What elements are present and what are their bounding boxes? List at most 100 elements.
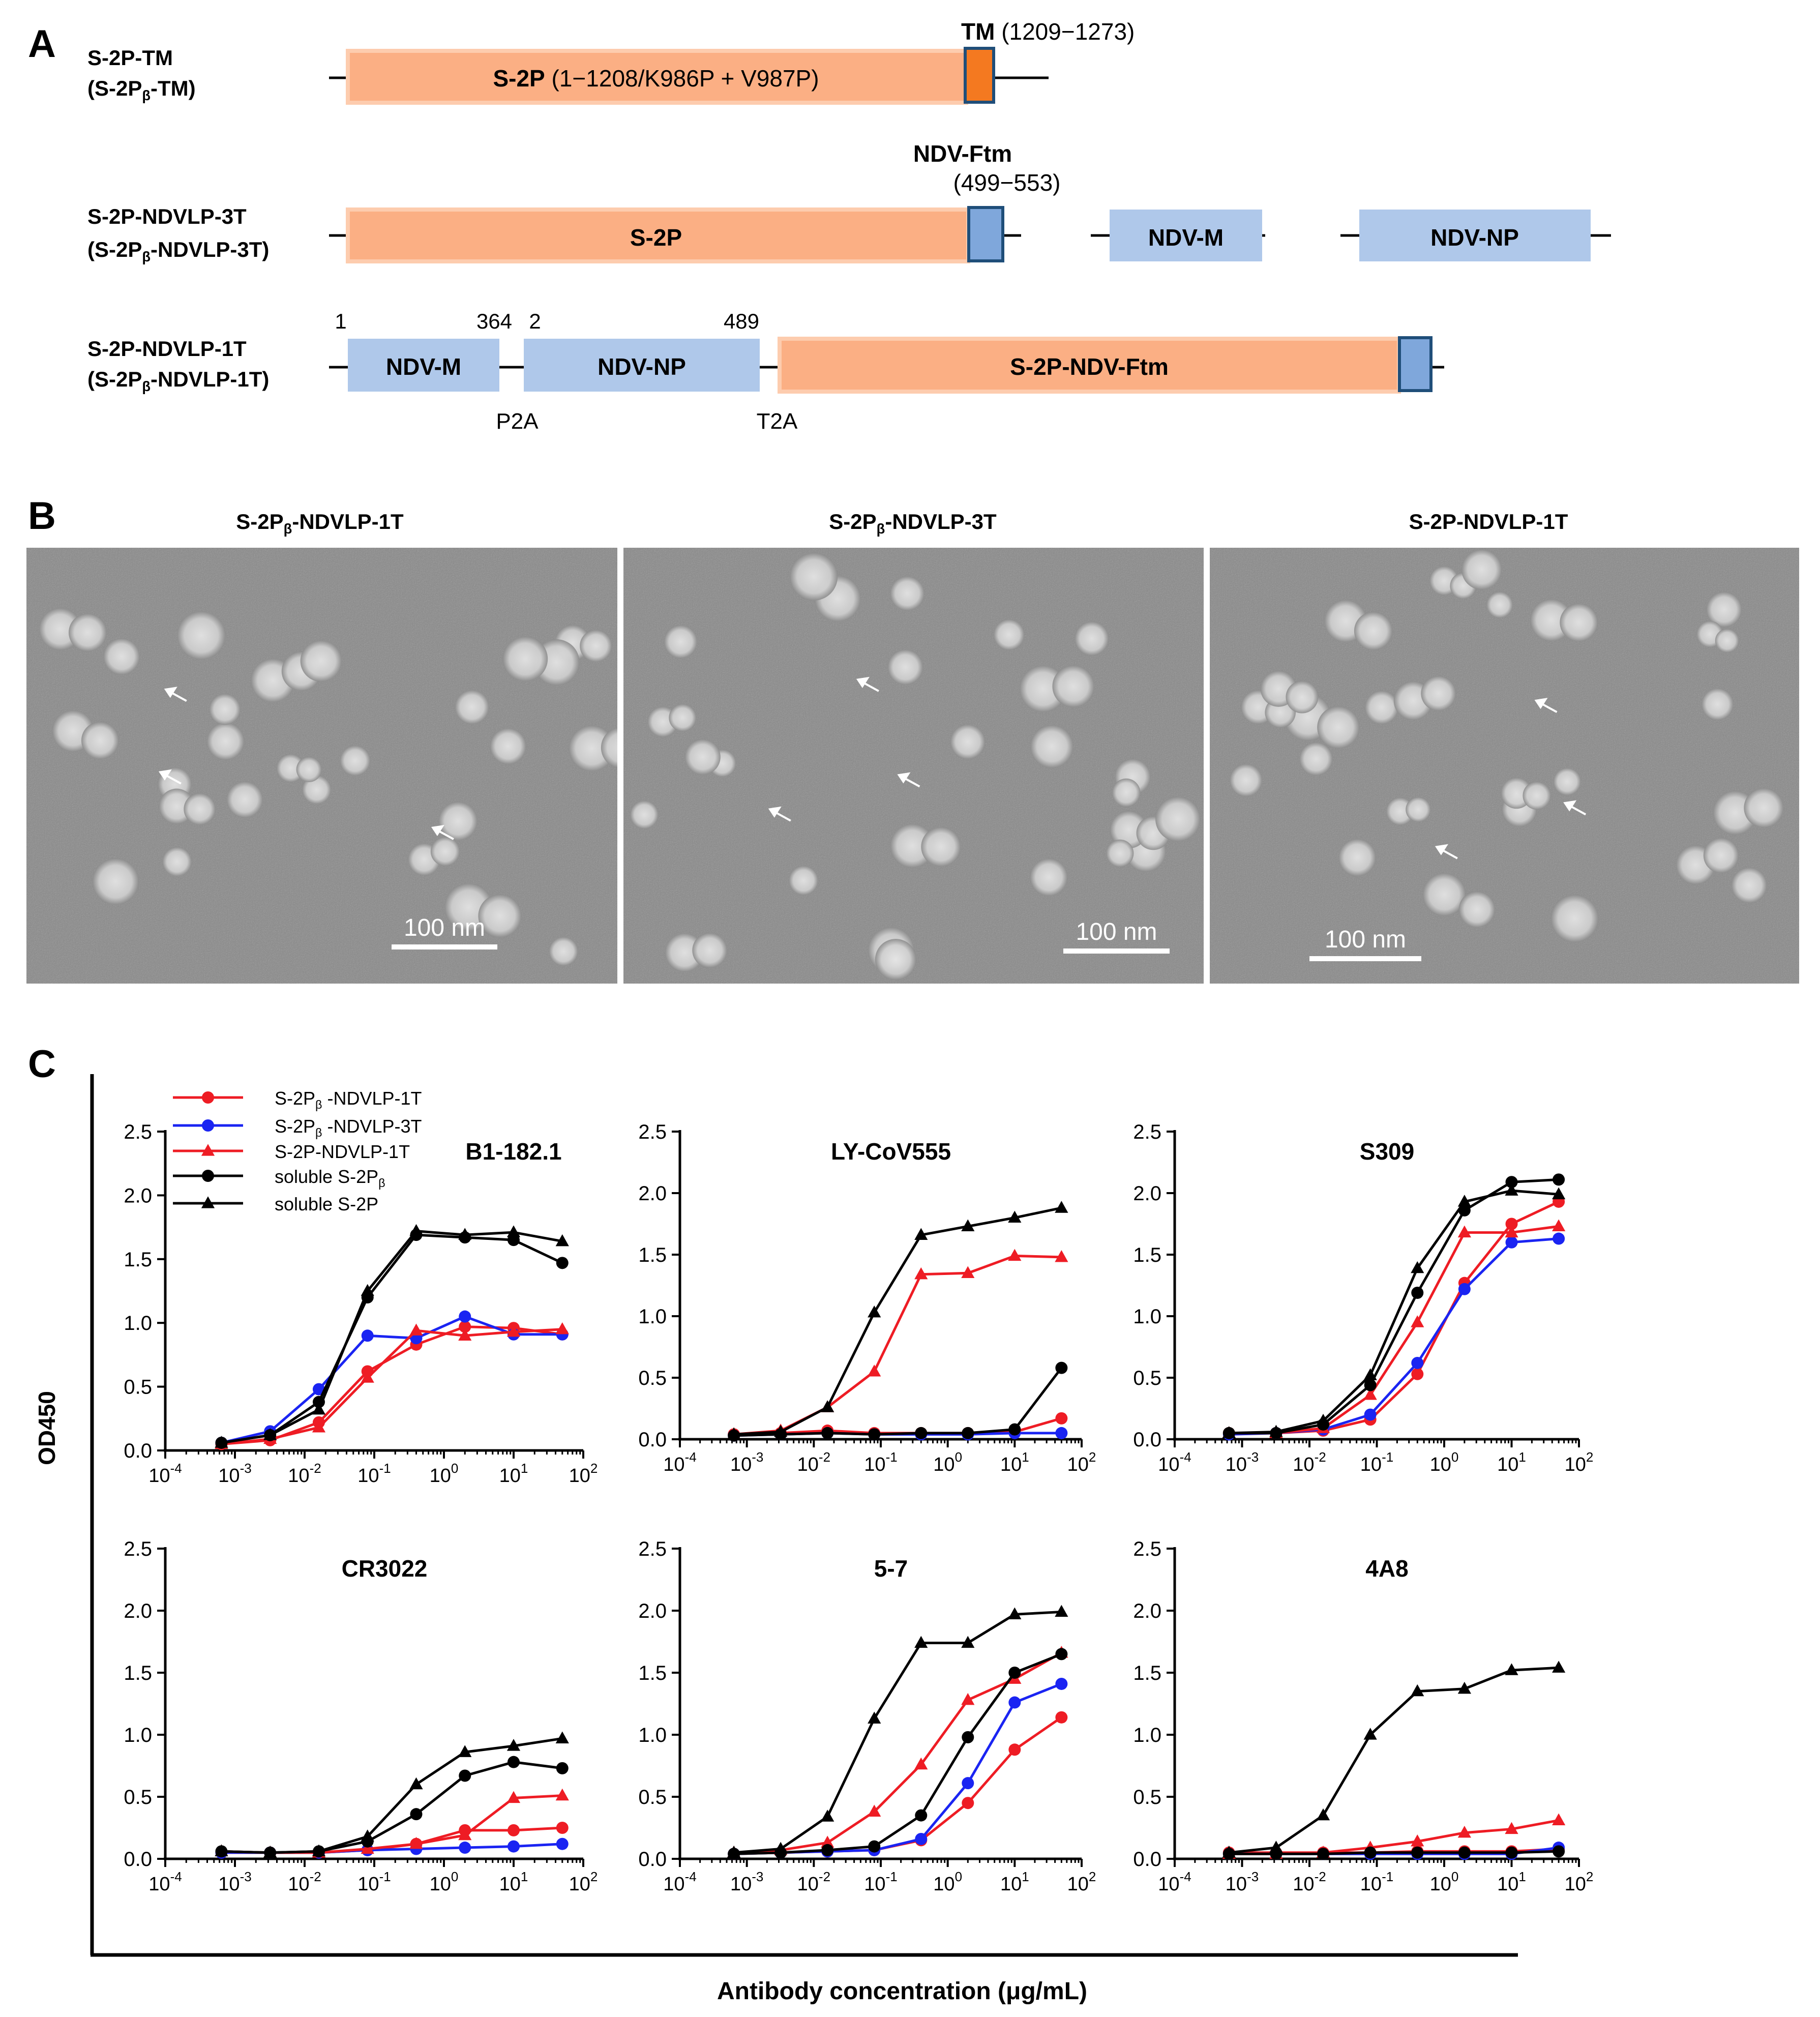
pointer-arrowhead bbox=[1534, 698, 1548, 709]
series-line bbox=[221, 1737, 563, 1854]
data-point bbox=[312, 1420, 326, 1433]
legend-label: S-2P-NDVLP-1T bbox=[275, 1141, 410, 1162]
ndv-ftm-range: (499−553) bbox=[953, 169, 1061, 196]
virus-like-particle bbox=[209, 694, 241, 725]
virus-like-particle bbox=[455, 690, 489, 724]
em-image-3: S-2P-NDVLP-1T 100 nm bbox=[1210, 510, 1799, 984]
data-point bbox=[1055, 1361, 1068, 1374]
construct-name: S-2P-TM bbox=[87, 46, 173, 70]
virus-like-particle bbox=[302, 775, 332, 805]
x-tick-label: 100 bbox=[1430, 1449, 1459, 1475]
y-tick-label: 0.5 bbox=[638, 1786, 667, 1808]
virus-like-particle bbox=[1715, 629, 1739, 653]
virus-like-particle bbox=[92, 858, 139, 905]
x-tick-label: 10-3 bbox=[218, 1461, 251, 1487]
em-image-title: S-2Pβ-NDVLP-1T bbox=[236, 510, 404, 537]
data-point bbox=[556, 1837, 569, 1850]
virus-like-particle bbox=[890, 576, 924, 611]
data-point bbox=[312, 1402, 326, 1415]
x-tick-label: 102 bbox=[569, 1461, 598, 1487]
ndv-np-label: NDV-NP bbox=[1430, 224, 1519, 251]
chart-2: 0.0 0.5 1.0 1.5 2.0 2.5 10-4 10-3 10-2 10-1 100 101… bbox=[638, 1121, 1096, 1475]
data-point bbox=[1316, 1808, 1330, 1821]
virus-like-particle bbox=[478, 894, 522, 938]
pointer-arrowhead bbox=[897, 772, 911, 784]
x-axis-title: Antibody concentration (μg/mL) bbox=[717, 1978, 1087, 2005]
panel-letter-c: C bbox=[28, 1043, 56, 1086]
virus-like-particle bbox=[206, 722, 245, 760]
scale-bar-label: 100 nm bbox=[404, 914, 485, 941]
y-tick-label: 0.0 bbox=[1133, 1429, 1161, 1451]
y-tick-label: 0.0 bbox=[638, 1429, 667, 1451]
x-tick-label: 100 bbox=[1430, 1869, 1459, 1895]
data-point bbox=[1411, 1846, 1424, 1859]
data-point bbox=[1552, 1660, 1566, 1673]
data-point bbox=[1552, 1187, 1566, 1200]
data-point bbox=[962, 1797, 974, 1810]
data-point bbox=[410, 1808, 423, 1821]
x-tick-label: 100 bbox=[933, 1449, 962, 1475]
data-point bbox=[962, 1777, 974, 1790]
x-tick-label: 10-3 bbox=[218, 1869, 251, 1895]
chart-title: B1-182.1 bbox=[465, 1138, 561, 1165]
ndv-m-domain bbox=[1110, 210, 1262, 261]
virus-like-particle bbox=[1406, 797, 1431, 822]
data-point bbox=[1316, 1413, 1330, 1426]
virus-like-particle bbox=[1112, 778, 1141, 807]
data-point bbox=[961, 1693, 975, 1705]
legend-marker bbox=[202, 1119, 214, 1132]
virus-like-particle bbox=[340, 745, 371, 776]
x-tick-label: 10-4 bbox=[663, 1449, 696, 1475]
x-tick-label: 102 bbox=[1067, 1869, 1096, 1895]
data-point bbox=[1457, 1681, 1471, 1694]
data-point bbox=[1008, 1249, 1022, 1261]
data-point bbox=[1363, 1368, 1377, 1380]
virus-like-particle bbox=[630, 800, 659, 829]
x-tick-label: 10-1 bbox=[357, 1869, 391, 1895]
data-point bbox=[961, 1636, 975, 1648]
y-tick-label: 1.0 bbox=[638, 1306, 667, 1328]
legend-label: soluble S-2P bbox=[275, 1194, 378, 1214]
data-point bbox=[868, 1428, 881, 1441]
x-tick-label: 10-4 bbox=[663, 1869, 696, 1895]
data-point bbox=[1411, 1356, 1424, 1369]
virus-like-particle bbox=[1286, 680, 1319, 714]
position-number: 2 bbox=[529, 309, 541, 333]
panel-letter-a: A bbox=[28, 22, 56, 66]
series-line bbox=[221, 1328, 562, 1445]
ndv-ftm-domain bbox=[1398, 336, 1433, 392]
construct-alias: (S-2Pβ-TM) bbox=[87, 76, 196, 103]
data-point bbox=[409, 1224, 423, 1236]
construct-ndvlp-3t: S-2P-NDVLP-3T (S-2Pβ-NDVLP-3T) S-2P NDV-Ftm… bbox=[87, 140, 1611, 264]
x-tick-label: 10-2 bbox=[797, 1449, 830, 1475]
data-point bbox=[508, 1756, 520, 1768]
data-point bbox=[1505, 1218, 1518, 1230]
s2p-domain-label: S-2P (1−1208/K986P + V987P) bbox=[493, 65, 819, 92]
pointer-arrowhead bbox=[856, 676, 870, 688]
virus-like-particle bbox=[993, 619, 1025, 650]
pointer-arrowhead bbox=[431, 825, 444, 837]
virus-like-particle bbox=[103, 638, 140, 675]
virus-like-particle bbox=[1230, 763, 1263, 797]
virus-like-particle bbox=[296, 756, 322, 782]
data-point bbox=[1505, 1183, 1518, 1196]
construct-ndvlp-1t: S-2P-NDVLP-1T (S-2Pβ-NDVLP-1T) NDV-M NDV-NP… bbox=[87, 309, 1444, 434]
data-point bbox=[1552, 1813, 1566, 1826]
data-point bbox=[459, 1769, 471, 1782]
virus-like-particle bbox=[162, 847, 192, 877]
data-point bbox=[1364, 1846, 1377, 1859]
data-point bbox=[1505, 1225, 1518, 1238]
virus-like-particle bbox=[1461, 549, 1502, 590]
data-point bbox=[506, 1791, 521, 1803]
y-tick-label: 2.0 bbox=[124, 1600, 152, 1622]
data-point bbox=[1055, 1427, 1068, 1439]
x-tick-label: 10-2 bbox=[288, 1869, 321, 1895]
virus-like-particle bbox=[1703, 838, 1739, 873]
data-point bbox=[361, 1842, 374, 1854]
data-point bbox=[868, 1365, 881, 1377]
data-point bbox=[821, 1844, 834, 1856]
ndv-ftm-domain bbox=[967, 206, 1004, 262]
virus-like-particle bbox=[692, 933, 728, 968]
data-point bbox=[361, 1329, 374, 1342]
